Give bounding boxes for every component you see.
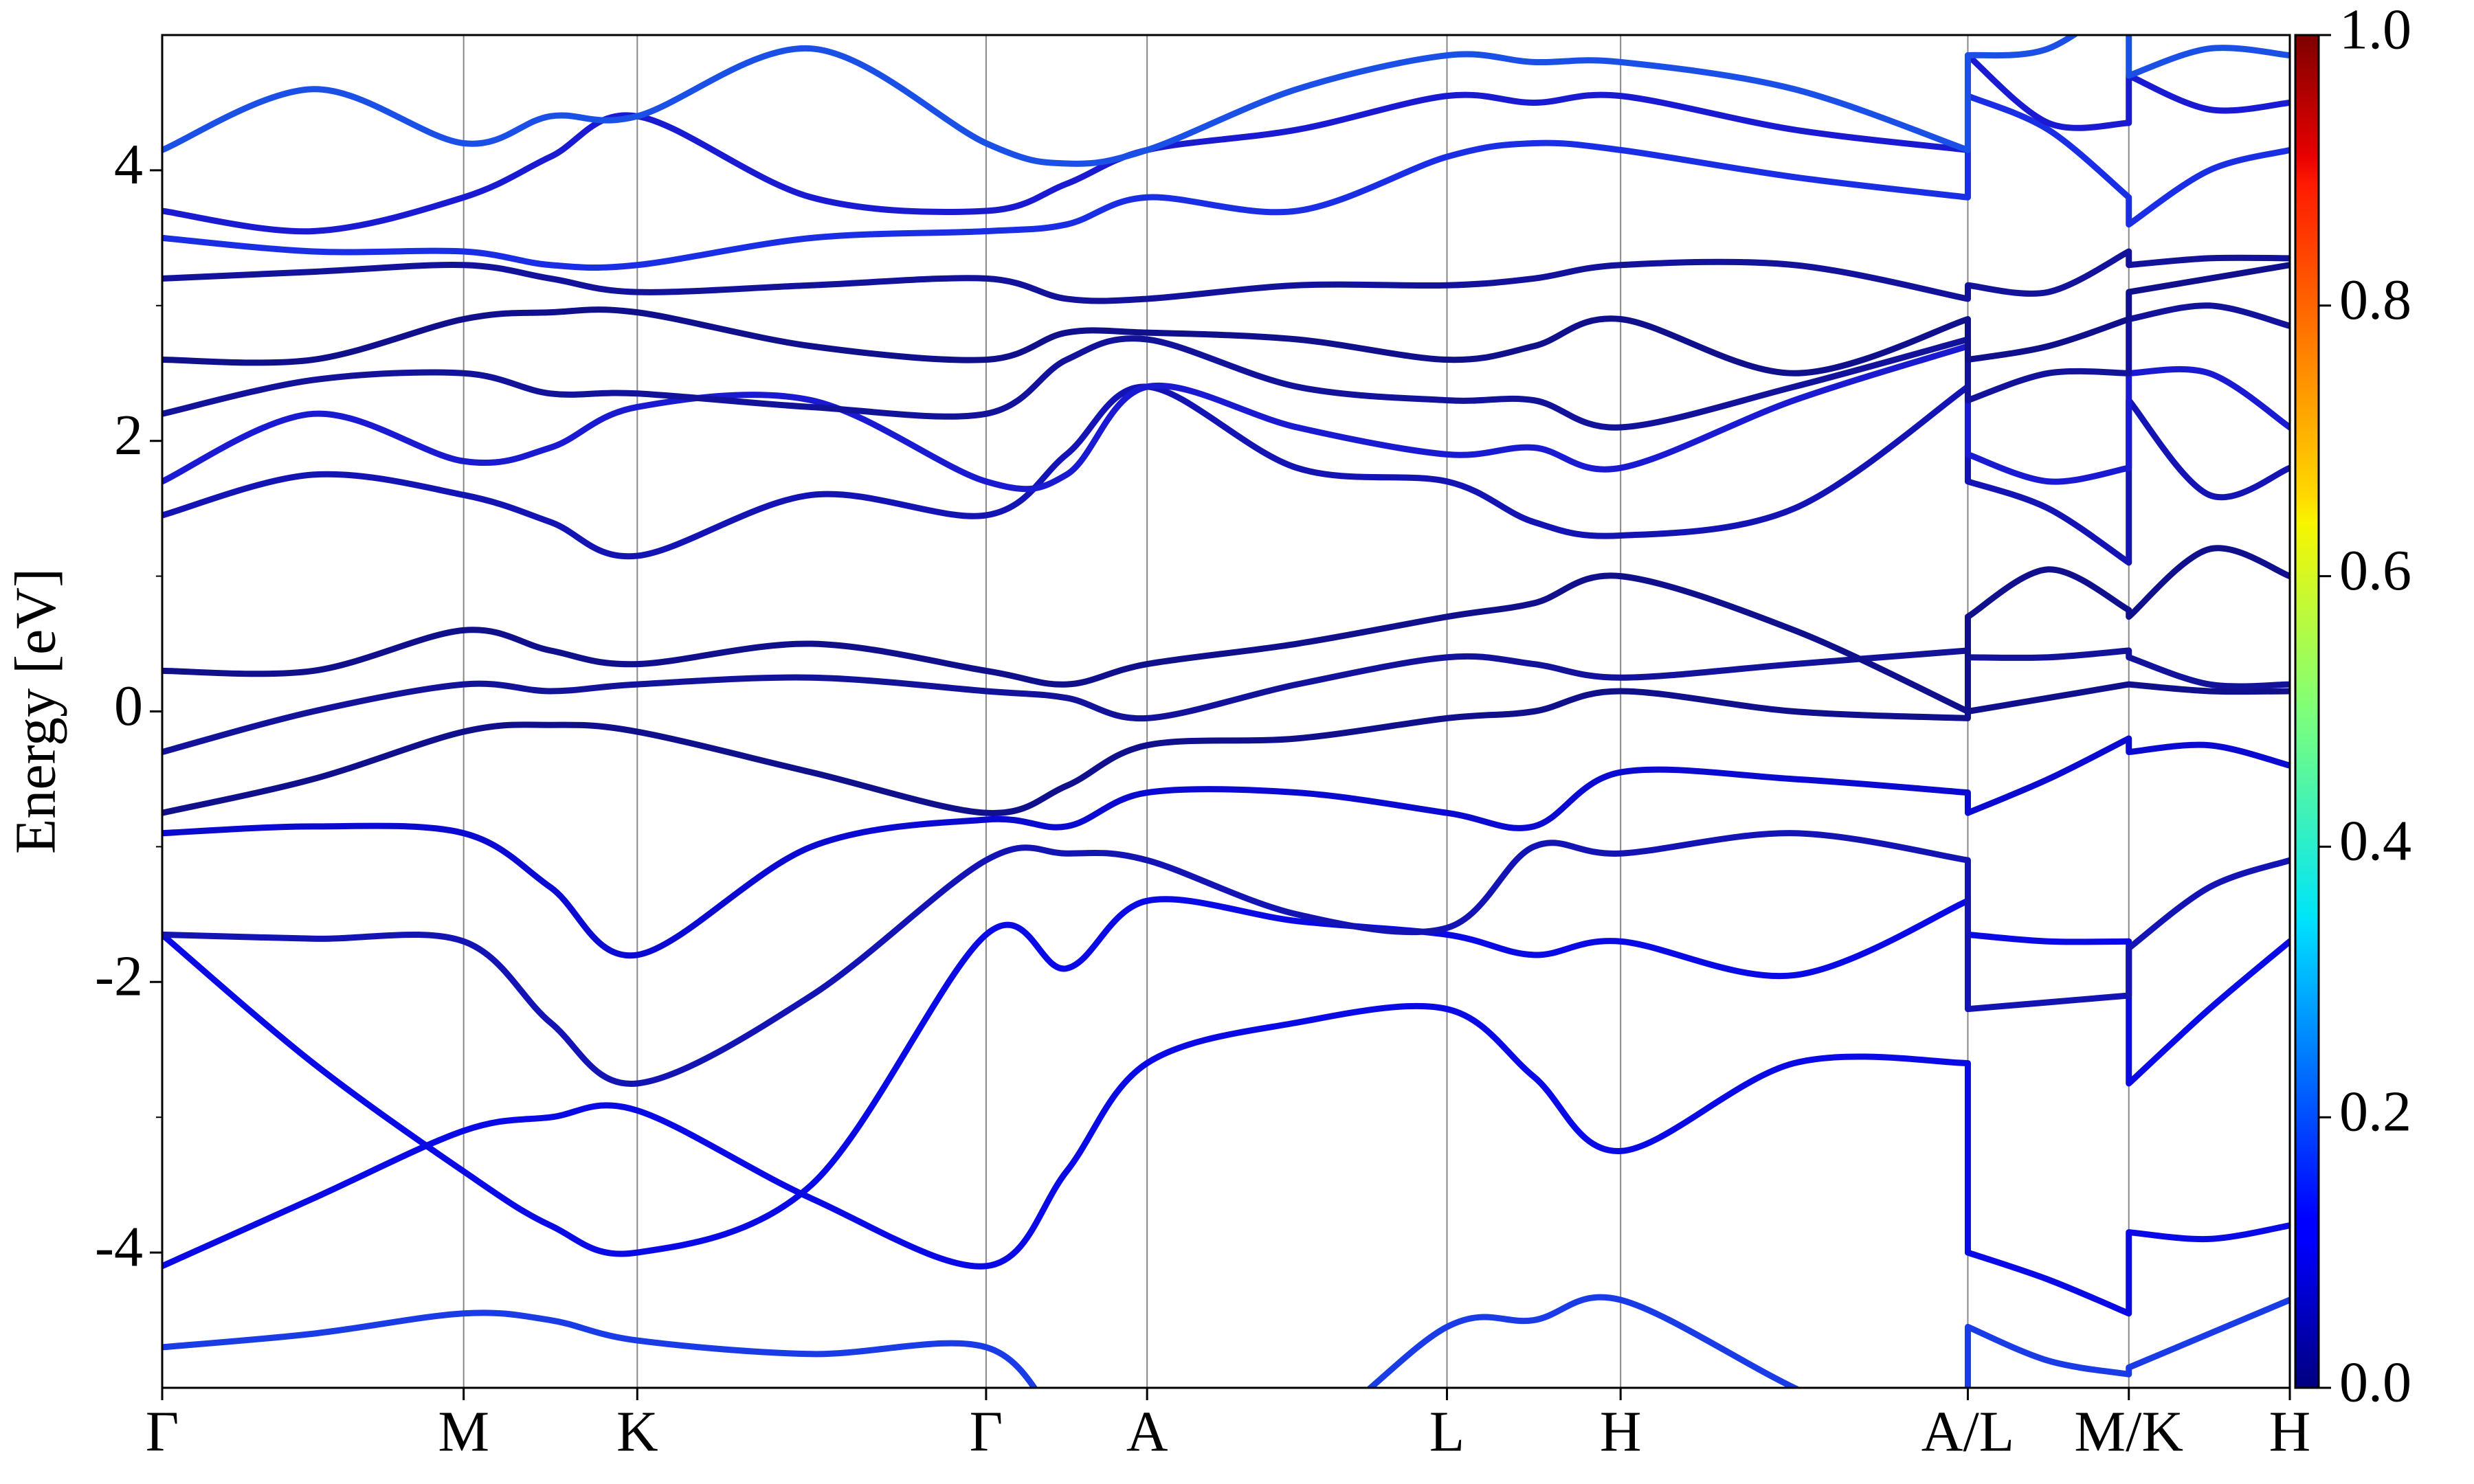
band-line — [162, 302, 2290, 431]
colorbar — [2294, 34, 2320, 1389]
x-tick-label: L — [1429, 1399, 1464, 1463]
x-tick-label: H — [2269, 1399, 2311, 1463]
band-line — [162, 343, 2290, 493]
y-tick-label: 4 — [114, 133, 143, 196]
x-tick-label: A/L — [1921, 1399, 2014, 1463]
band-line — [162, 681, 2290, 816]
band-line — [162, 647, 2290, 756]
band-line — [162, 1294, 2290, 1388]
x-tick-label: M — [438, 1399, 489, 1463]
x-tick-label: K — [616, 1399, 658, 1463]
x-tick-label: M/K — [2074, 1399, 2183, 1463]
colorbar-tick-label: 0.6 — [2339, 539, 2411, 603]
colorbar-tick-label: 0.8 — [2339, 268, 2411, 332]
y-tick-label: 0 — [114, 674, 143, 738]
band-line — [162, 93, 2290, 271]
band-line — [162, 1002, 2290, 1317]
y-axis-label: Energy [eV] — [3, 568, 67, 854]
band-line — [162, 830, 2290, 1087]
x-tick-label: Γ — [970, 1399, 1003, 1463]
colorbar-tick-label: 0.0 — [2339, 1350, 2411, 1414]
band-line — [162, 896, 2290, 1257]
band-line — [162, 735, 2290, 959]
band-line — [162, 383, 2290, 566]
x-tick-label: Γ — [146, 1399, 179, 1463]
band-line — [162, 262, 2290, 376]
band-line — [162, 248, 2290, 304]
y-tick-label: 2 — [114, 403, 143, 467]
colorbar-tick-label: 1.0 — [2339, 0, 2411, 61]
x-tick-label: H — [1600, 1399, 1642, 1463]
bands — [162, 35, 2290, 1388]
colorbar-tick-label: 0.4 — [2339, 809, 2411, 873]
colorbar-tick-label: 0.2 — [2339, 1079, 2411, 1143]
y-tick-label: -4 — [95, 1215, 143, 1279]
band-line — [162, 52, 2290, 235]
y-tick-label: -2 — [95, 945, 143, 1009]
x-tick-label: A — [1126, 1399, 1168, 1463]
band-line — [162, 545, 2290, 715]
band-line — [162, 35, 2290, 167]
